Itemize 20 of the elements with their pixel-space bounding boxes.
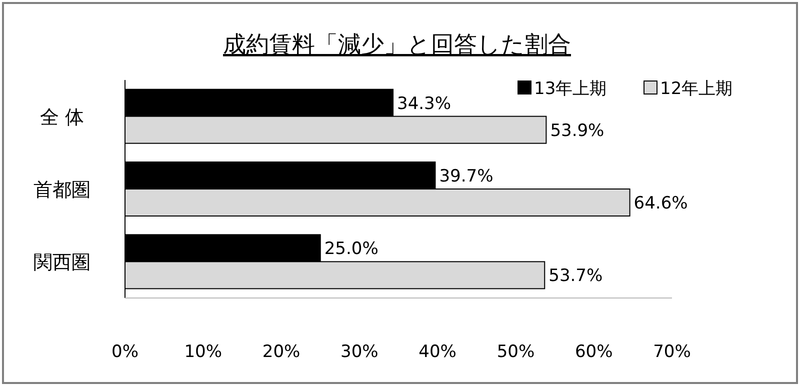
x-tick-label: 10% <box>184 342 222 362</box>
legend-label: 12年上期 <box>660 79 733 99</box>
x-tick-label: 0% <box>112 342 138 362</box>
data-label: 53.9% <box>550 120 604 141</box>
legend-label: 13年上期 <box>534 79 607 99</box>
y-tick-label: 首都圏 <box>34 179 90 201</box>
x-tick-label: 50% <box>496 342 535 362</box>
x-tick-label: 20% <box>262 342 300 362</box>
data-label: 53.7% <box>548 266 603 286</box>
x-tick-label: 30% <box>340 342 378 362</box>
data-label: 34.3% <box>397 94 452 114</box>
chart-title: 成約賃料「減少」と回答した割合 <box>223 32 571 58</box>
data-label: 25.0% <box>324 239 378 260</box>
data-label: 64.6% <box>634 194 688 214</box>
x-tick-label: 40% <box>418 342 456 362</box>
data-label: 39.7% <box>439 166 494 186</box>
y-tick-label: 全 体 <box>40 106 84 128</box>
x-tick-label: 70% <box>653 342 691 362</box>
y-tick-label: 関西圏 <box>34 252 90 274</box>
x-tick-label: 60% <box>574 342 613 362</box>
